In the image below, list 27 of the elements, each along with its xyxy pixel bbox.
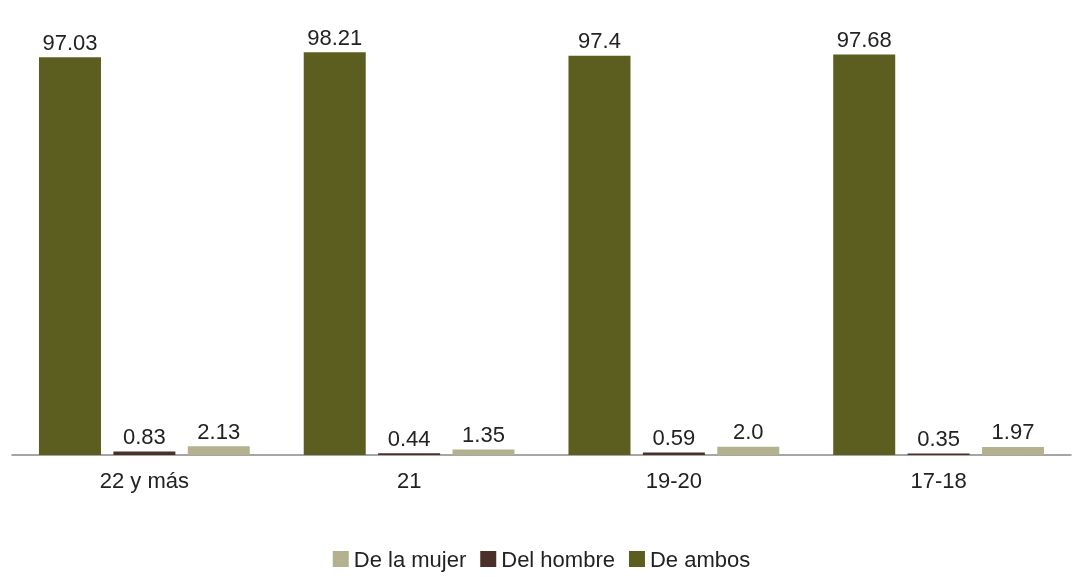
- data-label: 1.97: [991, 419, 1035, 445]
- legend-label: De ambos: [649, 546, 751, 572]
- data-label: 2.0: [732, 419, 764, 445]
- bar: [452, 449, 515, 455]
- bar: [38, 57, 101, 455]
- bar: [717, 446, 780, 455]
- legend-label: Del hombre: [501, 546, 615, 572]
- bar: [568, 55, 631, 455]
- bar: [833, 54, 896, 455]
- data-label: 1.35: [462, 421, 505, 447]
- data-label: 97.4: [578, 28, 621, 54]
- x-tick-label: 19-20: [645, 467, 703, 493]
- bar: [982, 446, 1045, 455]
- data-label: 0.83: [122, 424, 166, 450]
- data-label: 0.35: [917, 426, 961, 452]
- bar: [303, 52, 366, 455]
- data-label: 2.13: [197, 418, 241, 444]
- data-label: 0.44: [387, 425, 431, 451]
- x-tick-label: 17-18: [910, 467, 967, 493]
- data-label: 98.21: [307, 24, 363, 50]
- x-tick-label: 21: [396, 467, 422, 493]
- data-label: 97.03: [42, 29, 98, 55]
- data-label: 97.68: [836, 27, 892, 53]
- bar: [187, 446, 250, 455]
- data-label: 0.59: [652, 425, 696, 451]
- x-tick-label: 22 y más: [99, 467, 190, 493]
- legend-label: De la mujer: [353, 546, 467, 572]
